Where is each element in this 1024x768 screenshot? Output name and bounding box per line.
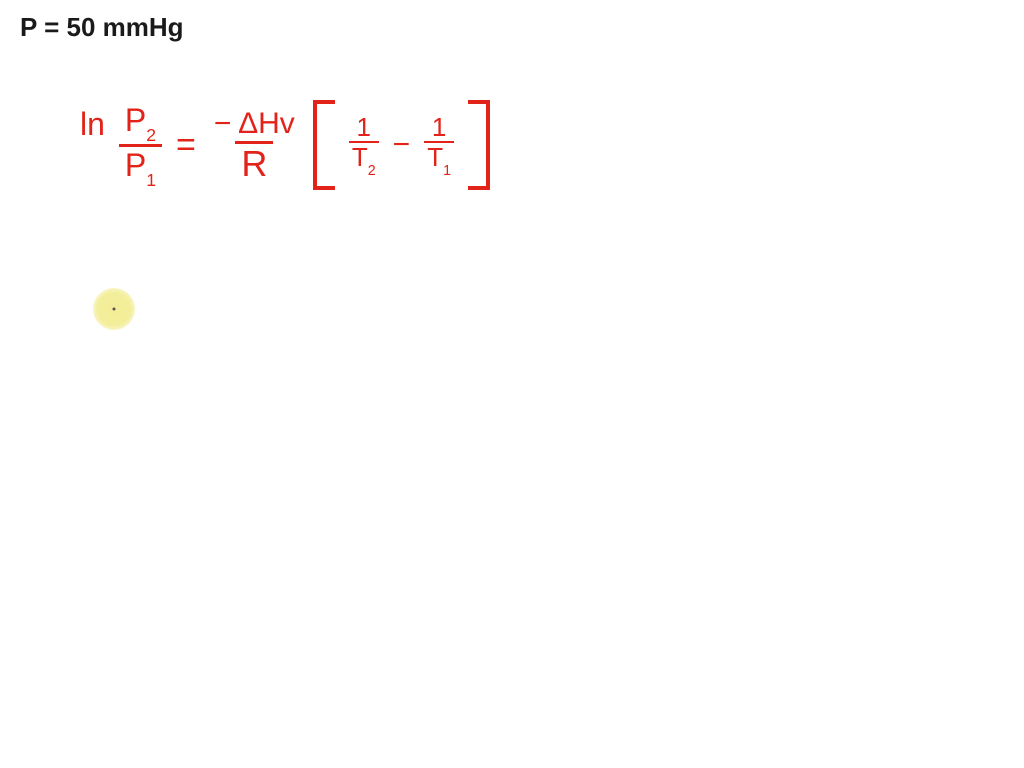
neg-delta-hv: − ΔHv: [210, 109, 299, 141]
fraction-1-over-t2: 1 T2: [349, 114, 379, 175]
pressure-note: P = 50 mmHg: [20, 12, 184, 43]
right-bracket: [468, 100, 490, 190]
p1-denominator: P1: [119, 144, 162, 187]
equals-sign: =: [176, 126, 196, 165]
minus-sign: −: [393, 128, 411, 162]
ln-label: ln: [80, 106, 105, 143]
pressure-text: P = 50 mmHg: [20, 12, 184, 42]
whiteboard-canvas[interactable]: P = 50 mmHg ln P2 P1 = − ΔHv R 1 T2: [0, 0, 1024, 768]
fraction-deltahv-over-r: − ΔHv R: [210, 109, 299, 182]
clausius-clapeyron-equation: ln P2 P1 = − ΔHv R 1 T2 −: [80, 100, 490, 190]
p2-numerator: P2: [121, 104, 160, 144]
gas-constant-r: R: [235, 141, 273, 182]
fraction-1-over-t1: 1 T1: [424, 114, 454, 175]
fraction-p2-over-p1: P2 P1: [119, 104, 162, 187]
left-bracket: [313, 100, 335, 190]
cursor-highlight: [93, 288, 135, 330]
